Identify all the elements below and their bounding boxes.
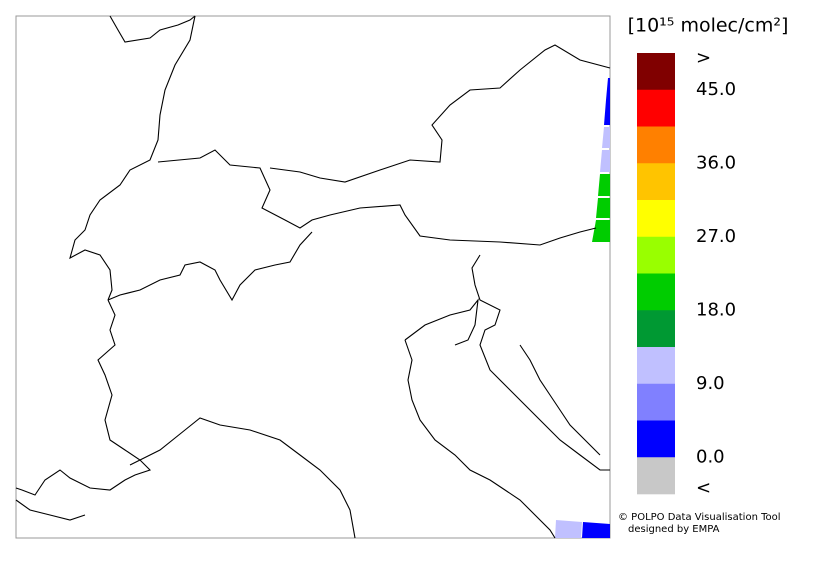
- credit: © POLPO Data Visualisation Tool: [618, 512, 781, 523]
- map-frame: [15, 15, 611, 539]
- legend-swatch: [637, 347, 675, 385]
- legend-swatch: [637, 89, 675, 127]
- legend-swatch: [637, 53, 675, 91]
- swath: [555, 78, 610, 538]
- legend-swatch: [637, 457, 675, 495]
- legend-swatch: [637, 420, 675, 458]
- legend-label: 18.0: [696, 299, 736, 320]
- map: [15, 15, 611, 539]
- legend-unit: [10¹⁵ molec/cm²]: [628, 15, 789, 37]
- legend-label: 36.0: [696, 152, 736, 173]
- borders: [15, 15, 611, 539]
- legend-swatch: [637, 273, 675, 311]
- legend-label: 27.0: [696, 226, 736, 247]
- legend-swatch: [637, 310, 675, 348]
- legend-swatch: [637, 236, 675, 274]
- legend-label: 45.0: [696, 79, 736, 100]
- legend-label: >: [696, 48, 711, 69]
- legend-swatch: [637, 200, 675, 238]
- credit: designed by EMPA: [628, 524, 720, 535]
- legend: >45.0 36.0 27.0 18.0 9.0 0.0 <: [637, 48, 736, 498]
- legend-swatch: [637, 163, 675, 201]
- legend-label: 0.0: [696, 446, 725, 467]
- legend-label: 9.0: [696, 373, 725, 394]
- legend-label: <: [696, 477, 711, 498]
- legend-swatch: [637, 383, 675, 421]
- legend-swatch: [637, 126, 675, 164]
